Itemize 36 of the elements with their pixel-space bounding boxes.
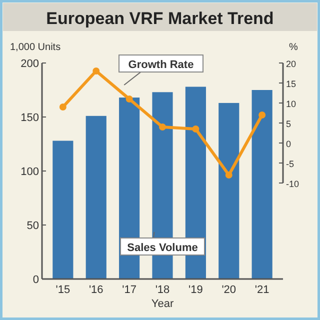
x-tick-label: '20 xyxy=(222,284,236,296)
point xyxy=(225,172,232,178)
x-tick-label: '18 xyxy=(155,284,170,296)
chart-title: European VRF Market Trend xyxy=(46,9,274,28)
x-tick-label: '15 xyxy=(56,284,70,296)
point xyxy=(126,96,133,102)
bar xyxy=(218,102,240,279)
y-tick-label: 200 xyxy=(20,58,39,70)
y2-axis-title: % xyxy=(289,42,298,53)
series-label: Sales Volume xyxy=(127,242,198,254)
x-tick-label: '21 xyxy=(254,284,270,296)
point xyxy=(192,126,200,132)
y2-tick-label: 20 xyxy=(286,59,296,69)
y2-tick-label: 10 xyxy=(286,99,296,109)
y2-tick-label: 5 xyxy=(286,119,292,129)
series-label: Growth Rate xyxy=(128,59,194,71)
y-axis-title: 1,000 Units xyxy=(10,42,61,53)
x-tick-label: '17 xyxy=(122,284,136,296)
bar xyxy=(252,90,272,279)
bar xyxy=(52,140,74,279)
y2-tick-label: -5 xyxy=(286,159,294,169)
point xyxy=(92,68,100,74)
y-tick-label: 150 xyxy=(20,112,39,124)
y2-tick-label: 0 xyxy=(286,139,292,149)
point xyxy=(258,112,266,118)
y-tick-label: 100 xyxy=(20,166,39,178)
y-tick-label: 50 xyxy=(26,220,39,232)
bar xyxy=(86,116,106,279)
x-tick-label: '19 xyxy=(188,284,203,296)
y2-tick-label: 15 xyxy=(286,79,296,89)
y-tick-label: 0 xyxy=(32,274,39,286)
x-tick-label: '16 xyxy=(88,284,104,296)
point xyxy=(59,104,66,110)
point xyxy=(159,124,166,130)
x-axis-title: Year xyxy=(151,298,174,310)
y2-tick-label: -10 xyxy=(286,179,300,189)
